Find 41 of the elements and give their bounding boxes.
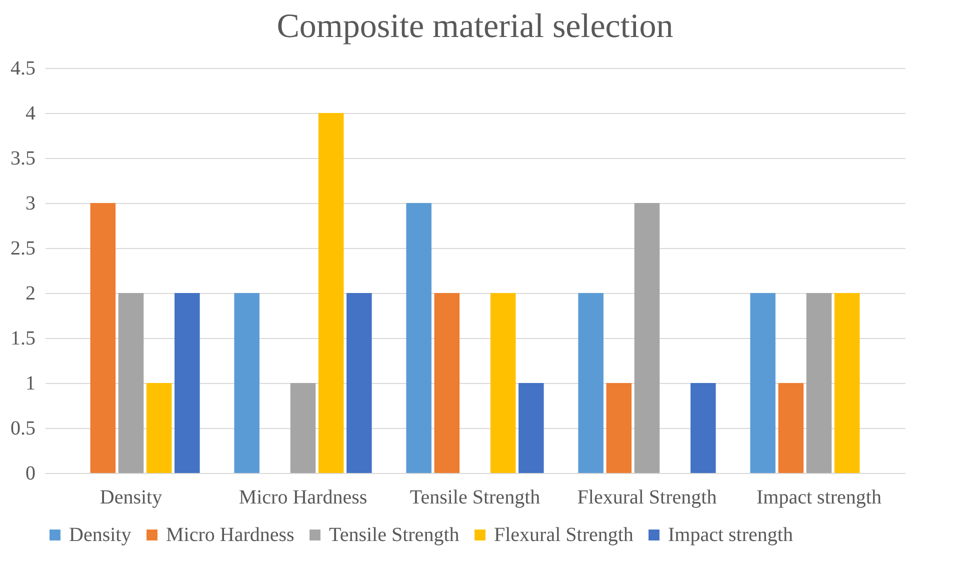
y-tick-label: 1 <box>26 372 36 394</box>
legend-label: Impact strength <box>668 524 793 546</box>
y-tick-label: 0 <box>26 462 36 484</box>
bar <box>834 293 860 473</box>
bar <box>234 293 260 473</box>
legend-label: Tensile Strength <box>329 524 460 546</box>
bar <box>690 383 716 473</box>
bar <box>518 383 544 473</box>
bar <box>634 203 660 473</box>
bar <box>434 293 460 473</box>
x-tick-label: Tensile Strength <box>410 486 540 508</box>
bar <box>290 383 316 473</box>
bar <box>118 293 144 473</box>
bar <box>346 293 372 473</box>
bar <box>146 383 172 473</box>
y-tick-label: 2 <box>26 282 36 304</box>
legend-label: Flexural Strength <box>494 524 634 546</box>
bar <box>406 203 432 473</box>
legend-label: Micro Hardness <box>166 524 295 546</box>
bar <box>174 293 200 473</box>
y-tick-label: 0.5 <box>10 418 36 440</box>
y-tick-label: 3 <box>26 192 36 214</box>
y-tick-label: 3.5 <box>10 148 36 170</box>
x-tick-label: Micro Hardness <box>238 486 368 508</box>
y-tick-label: 4.5 <box>10 58 36 80</box>
bar <box>490 293 516 473</box>
x-tick-label: Impact strength <box>756 486 882 508</box>
y-tick-label: 2.5 <box>10 238 36 260</box>
x-tick-label: Flexural Strength <box>577 486 717 508</box>
y-tick-label: 1.5 <box>10 328 36 350</box>
chart-title: Composite material selection <box>276 8 674 45</box>
bar <box>90 203 116 473</box>
bar <box>578 293 604 473</box>
bar <box>806 293 832 473</box>
bar <box>750 293 776 473</box>
bar <box>778 383 804 473</box>
bar <box>318 113 344 473</box>
bar <box>606 383 632 473</box>
x-tick-label: Density <box>100 486 162 508</box>
legend-label: Density <box>69 524 132 546</box>
y-tick-label: 4 <box>26 102 36 124</box>
